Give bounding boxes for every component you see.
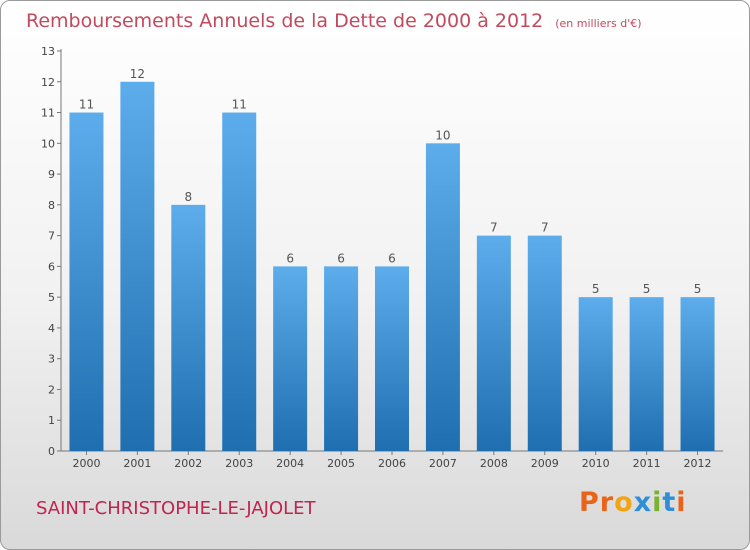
- chart-title-text: Remboursements Annuels de la Dette de 20…: [26, 10, 544, 32]
- y-tick-label: 13: [41, 45, 55, 58]
- y-tick-label: 3: [48, 353, 55, 366]
- y-tick-label: 0: [48, 445, 55, 458]
- bar: [680, 297, 715, 451]
- logo-letter: t: [662, 487, 677, 518]
- value-label: 6: [388, 251, 396, 265]
- bar: [629, 297, 664, 451]
- logo-letter: i: [676, 487, 687, 518]
- bar: [375, 266, 409, 451]
- x-tick-label: 2005: [327, 457, 355, 470]
- value-label: 5: [643, 282, 651, 296]
- bar: [324, 266, 359, 451]
- value-label: 7: [490, 221, 498, 235]
- bar: [527, 235, 562, 451]
- x-tick-label: 2007: [429, 457, 457, 470]
- bar: [476, 235, 511, 451]
- bar: [120, 81, 155, 452]
- proxiti-logo: Proxiti: [579, 487, 687, 518]
- value-label: 5: [592, 282, 600, 296]
- bar: [222, 112, 257, 452]
- y-tick-label: 2: [48, 383, 55, 396]
- bar: [578, 297, 613, 451]
- x-tick-label: 2002: [174, 457, 202, 470]
- y-tick-label: 5: [48, 291, 55, 304]
- y-tick-label: 10: [41, 137, 55, 150]
- y-tick-label: 11: [41, 107, 55, 120]
- value-label: 5: [694, 282, 702, 296]
- y-tick-label: 7: [48, 230, 55, 243]
- value-label: 10: [435, 128, 450, 142]
- value-label: 11: [232, 98, 247, 112]
- x-tick-label: 2004: [276, 457, 304, 470]
- value-label: 12: [130, 67, 145, 81]
- x-tick-label: 2001: [123, 457, 151, 470]
- value-label: 8: [184, 190, 192, 204]
- bar: [273, 266, 308, 451]
- value-label: 6: [337, 251, 345, 265]
- y-tick-label: 8: [48, 199, 55, 212]
- y-tick-label: 1: [48, 414, 55, 427]
- x-tick-label: 2010: [582, 457, 610, 470]
- logo-letter: x: [633, 487, 653, 518]
- logo-letter: o: [614, 487, 634, 518]
- bar: [69, 112, 104, 452]
- x-tick-label: 2012: [684, 457, 712, 470]
- chart-unit: (en milliers d'€): [555, 17, 642, 30]
- x-tick-label: 2006: [378, 457, 406, 470]
- logo-letter: P: [579, 487, 600, 518]
- value-label: 11: [79, 98, 94, 112]
- y-tick-label: 6: [48, 260, 55, 273]
- commune-name: SAINT-CHRISTOPHE-LE-JAJOLET: [36, 498, 316, 519]
- value-label: 6: [286, 251, 294, 265]
- x-tick-label: 2000: [72, 457, 100, 470]
- value-label: 7: [541, 221, 549, 235]
- bar: [171, 204, 206, 451]
- x-tick-label: 2009: [531, 457, 559, 470]
- y-tick-label: 4: [48, 322, 55, 335]
- bar: [425, 143, 460, 452]
- y-tick-label: 12: [41, 76, 55, 89]
- x-tick-label: 2003: [225, 457, 253, 470]
- logo-letter: r: [599, 487, 615, 518]
- logo-letter: i: [652, 487, 663, 518]
- y-tick-label: 9: [48, 168, 55, 181]
- x-tick-label: 2011: [633, 457, 661, 470]
- x-tick-label: 2008: [480, 457, 508, 470]
- chart-title: Remboursements Annuels de la Dette de 20…: [26, 10, 642, 32]
